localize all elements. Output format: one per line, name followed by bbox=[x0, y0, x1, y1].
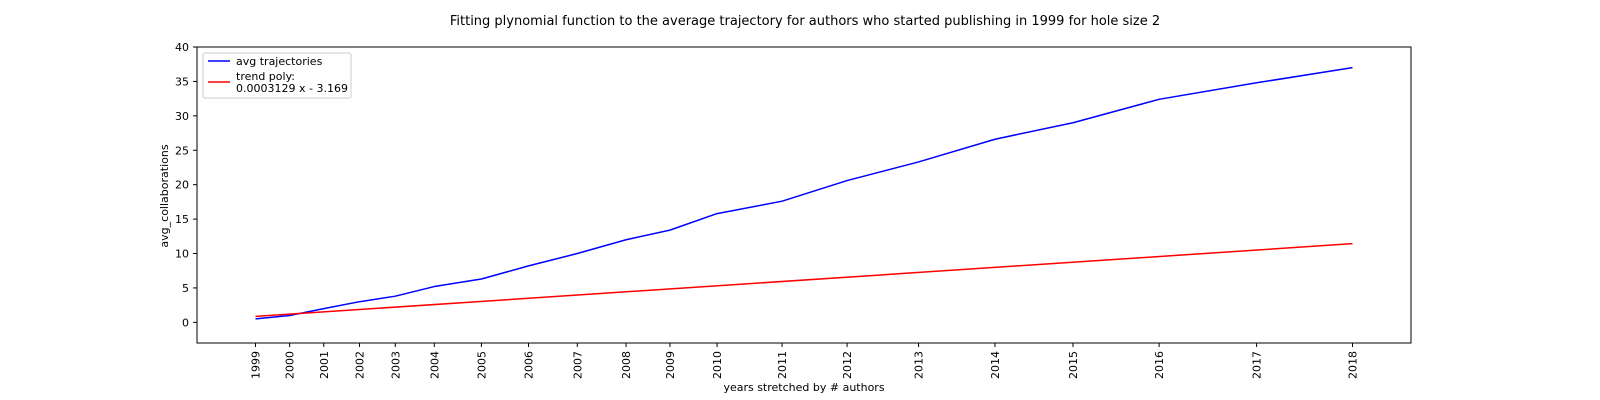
series-line-trend-poly bbox=[255, 242, 1353, 318]
legend-label-avg-trajectories: avg trajectories bbox=[236, 55, 323, 68]
legend-label-trend-poly: trend poly: bbox=[236, 70, 295, 83]
chart-title: Fitting plynomial function to the averag… bbox=[450, 14, 1160, 29]
x-tick-label: 2014 bbox=[989, 351, 1002, 379]
x-tick-label: 2005 bbox=[475, 351, 488, 379]
x-tick-label: 2001 bbox=[318, 351, 331, 379]
y-tick-label: 20 bbox=[175, 179, 189, 192]
y-tick-label: 0 bbox=[182, 316, 189, 329]
y-axis-label: avg_collaborations bbox=[158, 144, 171, 247]
x-tick-label: 2010 bbox=[711, 351, 724, 379]
legend-label-trend-equation: 0.0003129 x - 3.169 bbox=[236, 82, 348, 95]
x-tick-label: 2008 bbox=[620, 351, 633, 379]
x-tick-label: 2017 bbox=[1251, 351, 1264, 379]
x-tick-label: 2018 bbox=[1346, 351, 1359, 379]
legend-box bbox=[202, 52, 352, 99]
x-tick-label: 2004 bbox=[428, 351, 441, 379]
y-tick-label: 15 bbox=[175, 213, 189, 226]
x-tick-label: 2007 bbox=[571, 351, 584, 379]
x-tick-label: 1999 bbox=[250, 351, 263, 379]
x-tick-label: 2013 bbox=[913, 351, 926, 379]
plot-frame bbox=[196, 46, 1412, 344]
x-axis-label: years stretched by # authors bbox=[723, 381, 884, 394]
x-tick-label: 2011 bbox=[776, 351, 789, 379]
x-tick-label: 2012 bbox=[841, 351, 854, 379]
x-tick-label: 2009 bbox=[664, 351, 677, 379]
y-tick-label: 5 bbox=[182, 282, 189, 295]
x-tick-label: 2015 bbox=[1067, 351, 1080, 379]
y-tick-label: 10 bbox=[175, 248, 189, 261]
x-tick-label: 2000 bbox=[284, 351, 297, 379]
series-line-avg-trajectories bbox=[255, 66, 1353, 320]
y-tick-label: 25 bbox=[175, 144, 189, 157]
y-tick-label: 30 bbox=[175, 110, 189, 123]
legend: avg trajectories trend poly:0.0003129 x -… bbox=[202, 52, 352, 99]
x-tick-label: 2006 bbox=[523, 351, 536, 379]
plot-area: 0 5 10 15 20 25 30 35 40 1999 2000 2001 2002 2003 2004… bbox=[175, 41, 1412, 379]
y-tick-label: 40 bbox=[175, 41, 189, 54]
y-tick-label: 35 bbox=[175, 75, 189, 88]
x-tick-label: 2002 bbox=[354, 351, 367, 379]
x-tick-label: 2016 bbox=[1153, 351, 1166, 379]
x-tick-label: 2003 bbox=[389, 351, 402, 379]
